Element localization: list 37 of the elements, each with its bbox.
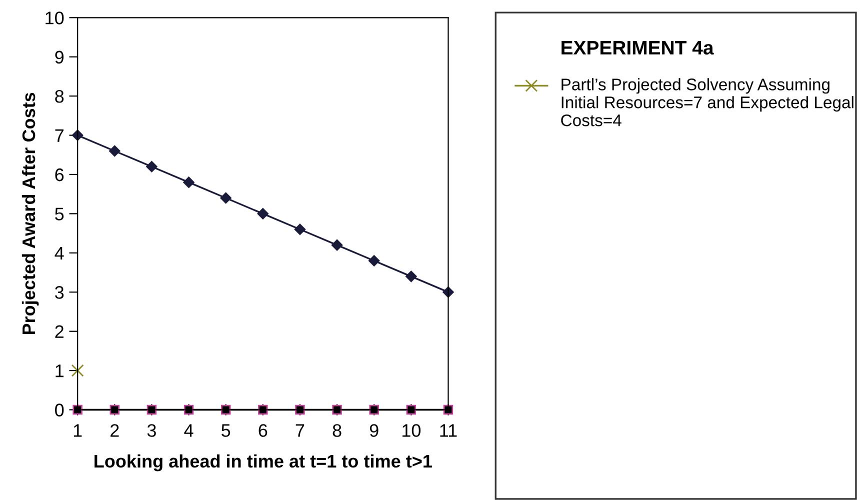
point	[257, 208, 269, 220]
x-tick-label: 11	[440, 424, 457, 437]
point	[72, 130, 84, 141]
point	[109, 145, 120, 157]
x-tick-label: 5	[222, 424, 230, 437]
x-tick-label: 10	[402, 424, 421, 437]
point	[331, 239, 343, 251]
legend-title: EXPERIMENT 4a	[562, 41, 714, 55]
y-axis-title: Projected Award After Costs	[22, 92, 39, 334]
y-tick-label: 8	[55, 90, 64, 103]
point	[368, 255, 380, 266]
x-tick-label: 9	[370, 424, 378, 437]
y-tick-label: 9	[55, 50, 64, 64]
legend-label: Partl’s Projected Solvency Assuming Initial Resources=7 and Expected Legal Costs=4	[561, 78, 854, 126]
y-tick-label: 4	[54, 247, 64, 260]
point	[183, 176, 194, 188]
x-tick-label: 4	[184, 424, 194, 437]
y-tick-label: 7	[55, 129, 64, 142]
x-tick-label: 2	[110, 424, 119, 437]
point	[220, 192, 232, 204]
x-tick-label: 1	[74, 424, 82, 437]
y-tick-label: 0	[55, 404, 64, 416]
x-axis-title: Looking ahead in time at t=1 to time t>1	[94, 454, 432, 472]
x-tick-label: 6	[258, 424, 268, 437]
point	[71, 364, 84, 377]
point	[146, 161, 158, 172]
point	[294, 224, 306, 235]
y-tick-label: 3	[55, 286, 64, 299]
point	[406, 270, 417, 282]
y-tick-label: 5	[55, 208, 64, 220]
y-tick-label: 10	[46, 12, 64, 24]
x-tick-label: 8	[332, 424, 342, 437]
x-tick-label: 7	[296, 424, 304, 437]
y-tick-label: 6	[55, 168, 64, 182]
y-tick-label: 2	[55, 325, 64, 338]
y-tick-label: 1	[56, 364, 64, 378]
x-tick-label: 3	[147, 424, 156, 437]
